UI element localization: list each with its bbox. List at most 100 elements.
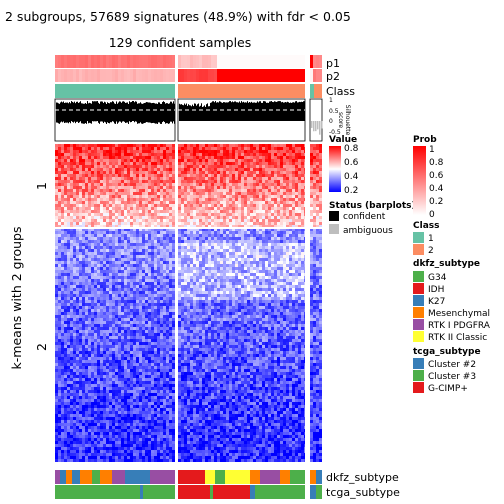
heatmap-cell [85, 321, 88, 324]
heatmap-cell [121, 204, 124, 207]
heatmap-cell [79, 261, 82, 264]
heatmap-cell [94, 402, 97, 405]
heatmap-cell [121, 396, 124, 399]
heatmap-cell [61, 195, 64, 198]
heatmap-cell [85, 168, 88, 171]
heatmap-cell [148, 150, 151, 153]
heatmap-cell [70, 315, 73, 318]
heatmap-cell [124, 144, 127, 147]
heatmap-cell [97, 402, 100, 405]
heatmap-cell [64, 360, 67, 363]
heatmap-cell [130, 213, 133, 216]
heatmap-cell [127, 300, 130, 303]
heatmap-cell [82, 381, 85, 384]
heatmap-cell [172, 279, 175, 282]
heatmap-cell [148, 255, 151, 258]
heatmap-cell [118, 438, 121, 441]
heatmap-cell [136, 192, 139, 195]
heatmap-cell [76, 321, 79, 324]
track-p1-cell [154, 55, 157, 68]
heatmap-cell [118, 456, 121, 459]
heatmap-cell [154, 330, 157, 333]
heatmap-cell [184, 333, 187, 336]
heatmap-cell [172, 237, 175, 240]
heatmap-cell [163, 204, 166, 207]
heatmap-cell [58, 438, 61, 441]
heatmap-cell [55, 330, 58, 333]
heatmap-cell [67, 225, 70, 228]
heatmap-cell [184, 414, 187, 417]
heatmap-cell [112, 354, 115, 357]
heatmap-cell [67, 381, 70, 384]
heatmap-cell [160, 309, 163, 312]
heatmap-cell [70, 384, 73, 387]
heatmap-cell [133, 147, 136, 150]
heatmap-cell [100, 153, 103, 156]
heatmap-cell [91, 222, 94, 225]
heatmap-cell [151, 348, 154, 351]
heatmap-cell [178, 213, 181, 216]
heatmap-cell [157, 180, 160, 183]
heatmap-cell [139, 453, 142, 456]
heatmap-cell [133, 297, 136, 300]
heatmap-cell [130, 297, 133, 300]
heatmap-cell [133, 213, 136, 216]
heatmap-cell [145, 216, 148, 219]
heatmap-cell [157, 393, 160, 396]
heatmap-cell [82, 324, 85, 327]
heatmap-cell [142, 330, 145, 333]
heatmap-cell [130, 330, 133, 333]
heatmap-cell [67, 405, 70, 408]
heatmap-cell [106, 324, 109, 327]
heatmap-cell [82, 216, 85, 219]
heatmap-cell [133, 180, 136, 183]
heatmap-cell [130, 216, 133, 219]
track-p1-cell [82, 55, 85, 68]
heatmap-cell [64, 345, 67, 348]
heatmap-cell [103, 312, 106, 315]
heatmap-cell [82, 240, 85, 243]
heatmap-cell [112, 168, 115, 171]
heatmap-cell [163, 252, 166, 255]
heatmap-cell [76, 348, 79, 351]
heatmap-cell [181, 180, 184, 183]
heatmap-cell [115, 381, 118, 384]
heatmap-cell [121, 246, 124, 249]
heatmap-cell [64, 333, 67, 336]
heatmap-cell [82, 453, 85, 456]
heatmap-cell [166, 357, 169, 360]
silhouette-bar [173, 101, 174, 122]
heatmap-cell [112, 381, 115, 384]
heatmap-cell [106, 300, 109, 303]
heatmap-cell [97, 345, 100, 348]
heatmap-cell [64, 405, 67, 408]
heatmap-cell [184, 393, 187, 396]
heatmap-cell [103, 453, 106, 456]
heatmap-cell [184, 237, 187, 240]
heatmap-cell [67, 366, 70, 369]
heatmap-cell [64, 264, 67, 267]
heatmap-cell [145, 267, 148, 270]
heatmap-cell [100, 381, 103, 384]
heatmap-cell [106, 381, 109, 384]
heatmap-cell [127, 237, 130, 240]
silhouette-bar [164, 102, 165, 123]
heatmap-cell [100, 150, 103, 153]
heatmap-cell [124, 195, 127, 198]
heatmap-cell [91, 354, 94, 357]
heatmap-cell [124, 399, 127, 402]
track-p1-cell [73, 55, 76, 68]
track-p1-cell [259, 55, 262, 68]
heatmap-cell [121, 249, 124, 252]
heatmap-cell [106, 159, 109, 162]
heatmap-cell [106, 234, 109, 237]
heatmap-cell [106, 444, 109, 447]
heatmap-cell [169, 360, 172, 363]
heatmap-cell [79, 213, 82, 216]
heatmap-cell [91, 447, 94, 450]
heatmap-cell [64, 249, 67, 252]
heatmap-cell [97, 255, 100, 258]
heatmap-cell [118, 177, 121, 180]
heatmap-cell [145, 165, 148, 168]
heatmap-cell [106, 243, 109, 246]
